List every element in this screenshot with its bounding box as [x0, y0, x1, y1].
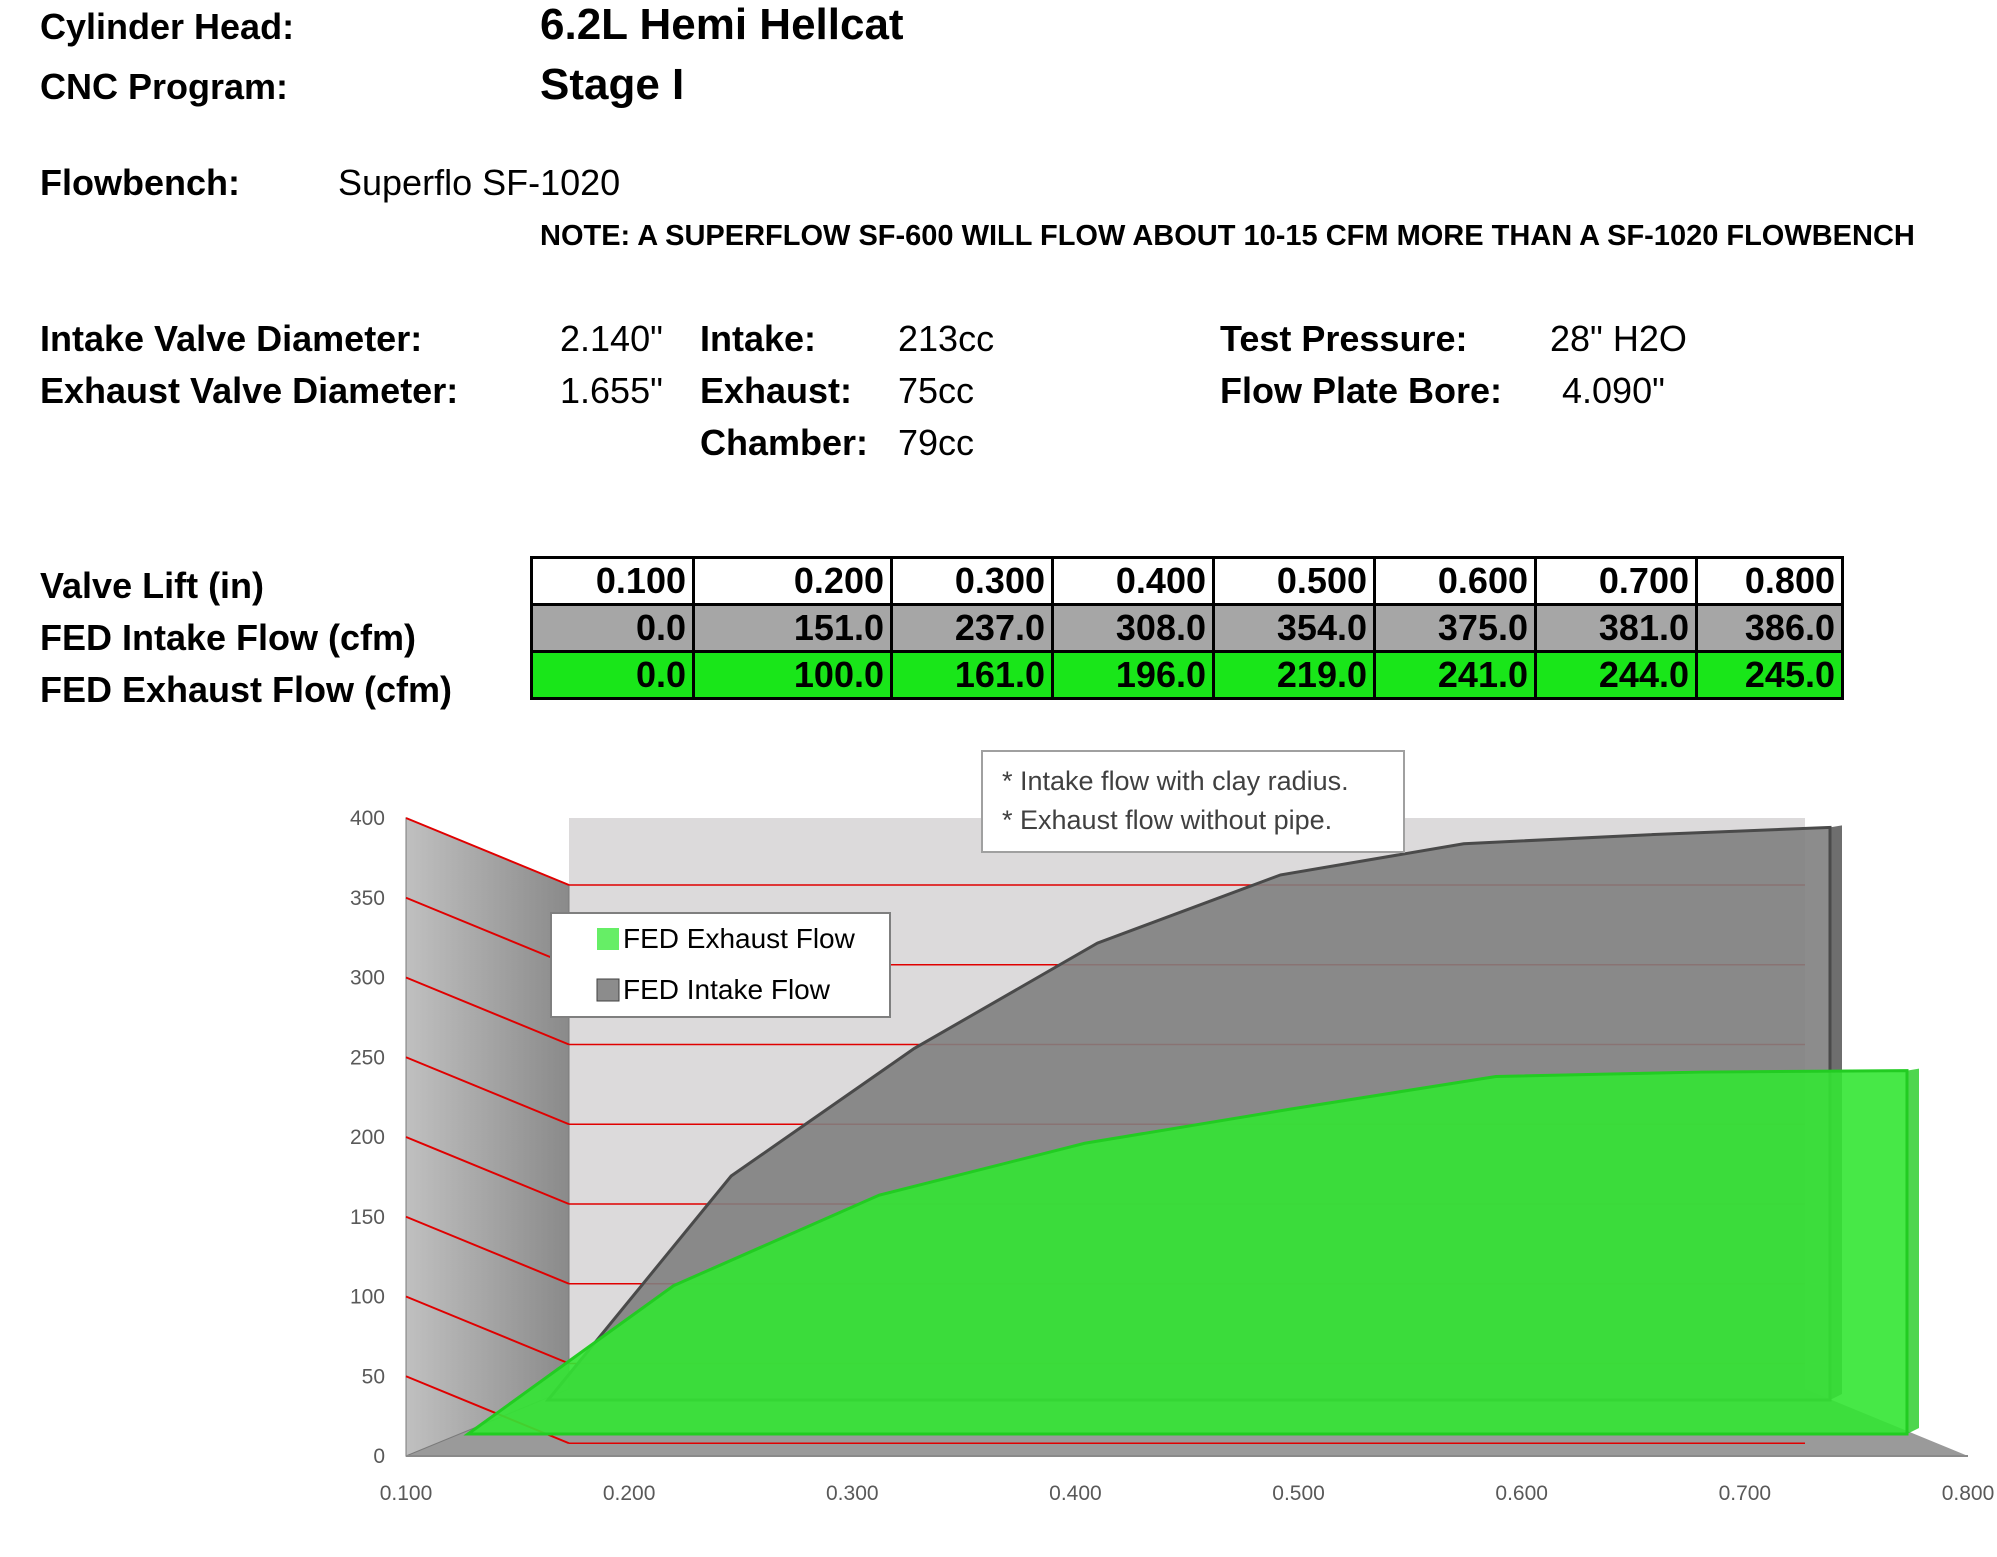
- legend-swatch-exhaust: [597, 928, 619, 950]
- chamber-value: 79cc: [898, 422, 975, 463]
- y-tick-label: 300: [350, 967, 385, 990]
- y-tick-label: 0: [373, 1445, 385, 1468]
- x-tick-label: 0.300: [826, 1482, 879, 1505]
- exhaust-area: [463, 1069, 1909, 1436]
- exhaust-volume-label: Exhaust:: [700, 370, 853, 411]
- lift-cell: 0.600: [1373, 556, 1537, 606]
- flowbench-value: Superflo SF-1020: [338, 162, 621, 203]
- intake-cell: 0.0: [530, 603, 695, 653]
- exhaust-valve-label: Exhaust Valve Diameter:: [40, 370, 459, 411]
- annotation-line-2: * Exhaust flow without pipe.: [1002, 805, 1332, 835]
- exhaust-cell: 241.0: [1373, 650, 1537, 700]
- x-tick-label: 0.600: [1495, 1482, 1548, 1505]
- lift-cell: 0.400: [1051, 556, 1215, 606]
- flowbench-note: NOTE: A SUPERFLOW SF-600 WILL FLOW ABOUT…: [540, 220, 1915, 252]
- legend-label-exhaust: FED Exhaust Flow: [623, 923, 856, 954]
- test-pressure-value: 28" H2O: [1550, 318, 1687, 359]
- x-tick-label: 0.400: [1049, 1482, 1102, 1505]
- x-axis-ticks: 0.100 0.200 0.300 0.400 0.500 0.600 0.700 0.800: [380, 1482, 1995, 1505]
- y-tick-label: 250: [350, 1046, 385, 1069]
- exhaust-edge: [1907, 1068, 1919, 1434]
- y-tick-label: 100: [350, 1286, 385, 1309]
- x-tick-label: 0.500: [1272, 1482, 1325, 1505]
- row-label-valve-lift: Valve Lift (in): [40, 565, 265, 606]
- chart-side-wall: [405, 817, 570, 1457]
- lift-cell: 0.300: [890, 556, 1054, 606]
- legend-label-intake: FED Intake Flow: [623, 974, 831, 1005]
- flow-plate-value: 4.090": [1562, 370, 1665, 411]
- exhaust-cell: 244.0: [1534, 650, 1698, 700]
- x-tick-label: 0.200: [603, 1482, 656, 1505]
- lift-cell: 0.200: [692, 556, 893, 606]
- gridline-side: [405, 1295, 570, 1365]
- exhaust-series: [463, 1068, 1919, 1436]
- intake-cell: 381.0: [1534, 603, 1698, 653]
- exhaust-cell: 161.0: [890, 650, 1054, 700]
- annotation-line-1: * Intake flow with clay radius.: [1002, 766, 1349, 796]
- intake-cell: 151.0: [692, 603, 893, 653]
- cnc-program-value: Stage I: [540, 60, 685, 109]
- exhaust-cell: 100.0: [692, 650, 893, 700]
- row-label-intake-flow: FED Intake Flow (cfm): [40, 617, 417, 658]
- cnc-program-label: CNC Program:: [40, 66, 289, 107]
- y-tick-label: 150: [350, 1206, 385, 1229]
- table-row-lift: 0.100 0.200 0.300 0.400 0.500 0.600 0.70…: [530, 556, 1844, 606]
- chart-legend: FED Exhaust Flow FED Intake Flow: [550, 912, 891, 1018]
- lift-cell: 0.700: [1534, 556, 1698, 606]
- intake-cell: 308.0: [1051, 603, 1215, 653]
- exhaust-cell: 219.0: [1212, 650, 1376, 700]
- table-row-intake: 0.0 151.0 237.0 308.0 354.0 375.0 381.0 …: [530, 603, 1844, 653]
- exhaust-valve-value: 1.655": [560, 370, 663, 411]
- table-row-exhaust: 0.0 100.0 161.0 196.0 219.0 241.0 244.0 …: [530, 650, 1844, 700]
- gridline-side: [405, 1056, 570, 1126]
- flow-table: 0.100 0.200 0.300 0.400 0.500 0.600 0.70…: [530, 556, 1844, 700]
- y-tick-label: 200: [350, 1126, 385, 1149]
- intake-cell: 386.0: [1695, 603, 1844, 653]
- lift-cell: 0.100: [530, 556, 695, 606]
- y-axis-ticks: 0 50 100 150 200 250 300 350 400: [350, 807, 385, 1468]
- cylinder-head-value: 6.2L Hemi Hellcat: [540, 0, 904, 49]
- x-tick-label: 0.700: [1719, 1482, 1772, 1505]
- gridline-side: [405, 1215, 570, 1285]
- exhaust-cell: 196.0: [1051, 650, 1215, 700]
- intake-volume-label: Intake:: [700, 318, 817, 359]
- intake-valve-value: 2.140": [560, 318, 663, 359]
- exhaust-volume-value: 75cc: [898, 370, 975, 411]
- gridline-side: [405, 817, 570, 886]
- gridline-side: [405, 976, 570, 1046]
- test-pressure-label: Test Pressure:: [1220, 318, 1468, 359]
- exhaust-cell: 0.0: [530, 650, 695, 700]
- annotation-box: * Intake flow with clay radius. * Exhaus…: [981, 750, 1405, 853]
- intake-cell: 237.0: [890, 603, 1054, 653]
- flow-plate-label: Flow Plate Bore:: [1220, 370, 1503, 411]
- intake-cell: 354.0: [1212, 603, 1376, 653]
- row-label-exhaust-flow: FED Exhaust Flow (cfm): [40, 669, 453, 710]
- x-tick-label: 0.100: [380, 1482, 433, 1505]
- chamber-label: Chamber:: [700, 422, 869, 463]
- y-tick-label: 50: [362, 1365, 385, 1388]
- lift-cell: 0.500: [1212, 556, 1376, 606]
- flowbench-label: Flowbench:: [40, 162, 240, 203]
- legend-swatch-intake: [596, 978, 620, 1002]
- intake-volume-value: 213cc: [898, 318, 995, 359]
- y-tick-label: 400: [350, 807, 385, 830]
- intake-valve-label: Intake Valve Diameter:: [40, 318, 423, 359]
- exhaust-cell: 245.0: [1695, 650, 1844, 700]
- lift-cell: 0.800: [1695, 556, 1844, 606]
- x-tick-label: 0.800: [1942, 1482, 1995, 1505]
- gridline-side: [405, 1136, 570, 1205]
- y-tick-label: 350: [350, 887, 385, 910]
- cylinder-head-label: Cylinder Head:: [40, 6, 295, 47]
- intake-cell: 375.0: [1373, 603, 1537, 653]
- gridline-side: [405, 896, 570, 966]
